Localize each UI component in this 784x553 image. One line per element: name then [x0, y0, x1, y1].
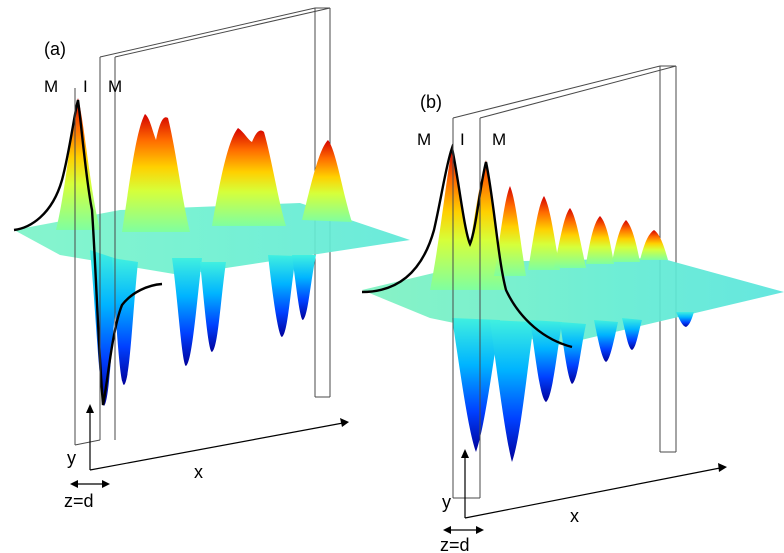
panel-a-region-metal-right: M — [108, 77, 122, 96]
panel-b-positive-lobes — [430, 148, 668, 290]
panel-a-region-metal-left: M — [44, 77, 58, 96]
panel-b-x-axis-label: x — [570, 506, 579, 526]
panel-b-negative-lobes — [452, 312, 694, 462]
panel-b-region-insulator: I — [460, 130, 465, 149]
panel-a-field-sheet — [14, 203, 410, 275]
panel-b-axes — [443, 449, 727, 534]
panel-a-label: (a) — [44, 39, 66, 59]
panel-a-region-insulator: I — [83, 77, 88, 96]
panel-a-insulator-box-front — [74, 57, 116, 446]
panel-a: (a) M I M y x z=d — [13, 7, 410, 511]
panel-a-x-axis-label: x — [194, 462, 203, 482]
panel-b-y-axis-label: y — [442, 492, 451, 512]
panel-a-profile-curve — [13, 99, 163, 406]
panel-a-z-axis-label: z=d — [64, 491, 94, 511]
panel-b: (b) M I M y x z=d — [361, 65, 784, 553]
panel-b-region-metal-right: M — [492, 130, 506, 149]
panel-a-y-axis-label: y — [67, 448, 76, 468]
panel-a-negative-lobes — [90, 250, 316, 406]
panel-b-insulator-box-front — [452, 118, 481, 499]
panel-b-label: (b) — [420, 92, 442, 112]
panel-b-profile-curve — [361, 143, 573, 349]
panel-a-axes — [70, 404, 349, 488]
panel-b-region-metal-left: M — [417, 130, 431, 149]
panel-b-z-axis-label: z=d — [440, 535, 470, 553]
